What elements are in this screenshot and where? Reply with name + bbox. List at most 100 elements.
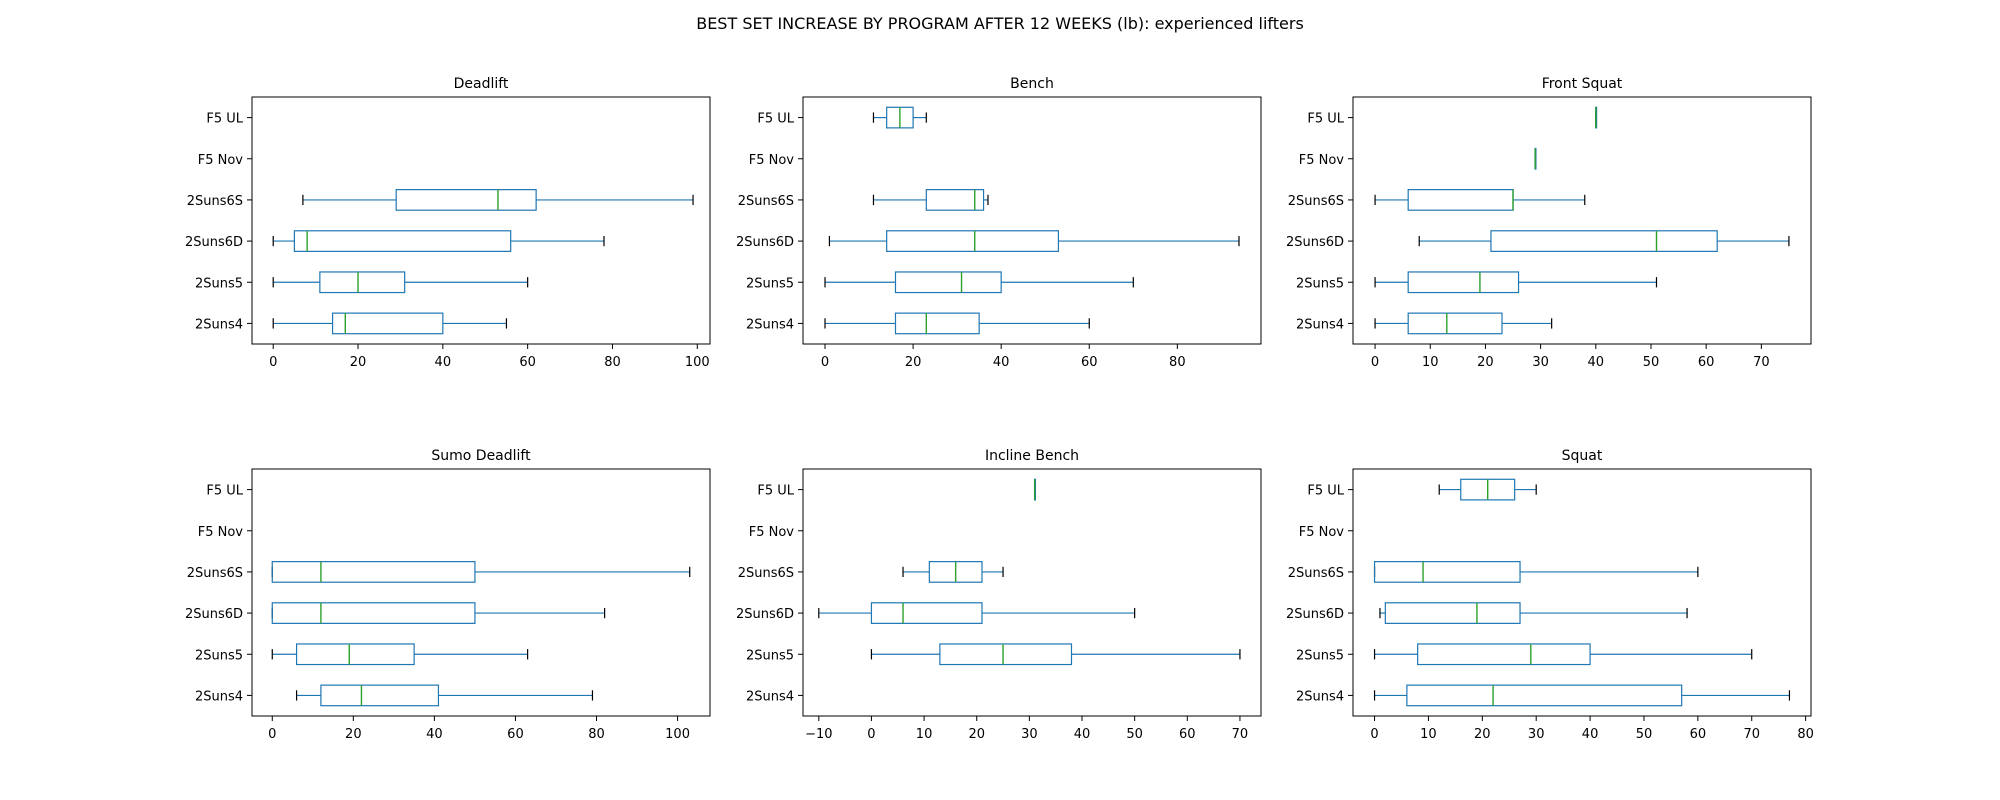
- y-tick-label: 2Suns6D: [1286, 235, 1344, 250]
- x-tick-label: 20: [905, 355, 922, 370]
- box-iqr: [320, 684, 440, 707]
- axes-frame: [802, 468, 1262, 717]
- y-tick-label: F5 UL: [206, 112, 243, 127]
- box-iqr: [293, 230, 512, 252]
- y-tick-label: 2Suns6D: [736, 607, 794, 622]
- x-tick-label: 40: [1588, 355, 1605, 370]
- subplot-front-squat: Front Squat 2Suns4 2Suns5 2Suns6D 2Suns6S F5 …: [1286, 76, 1812, 370]
- box-iqr: [1384, 602, 1521, 624]
- box-2suns4: [824, 312, 1090, 335]
- y-tick-label: F5 Nov: [198, 153, 244, 168]
- y-tick-label: 2Suns5: [195, 648, 243, 663]
- box-iqr: [319, 271, 406, 294]
- box-iqr: [295, 643, 415, 666]
- subplot-bench: Bench 2Suns4 2Suns5 2Suns6D 2Suns6S F5 Nov F5 …: [736, 76, 1262, 370]
- box-2suns6s: [902, 561, 1004, 583]
- y-tick-label: 2Suns6D: [1286, 607, 1344, 622]
- x-tick-label: 60: [507, 727, 524, 742]
- y-tick-label: F5 UL: [1307, 484, 1344, 499]
- y-tick-label: 2Suns4: [746, 689, 794, 704]
- subplot-title: Sumo Deadlift: [431, 448, 531, 464]
- axes-frame: [1352, 96, 1812, 345]
- box-iqr: [1407, 312, 1503, 335]
- x-tick-label: 80: [1797, 727, 1814, 742]
- box-2suns6d: [272, 230, 605, 252]
- subplot-incline-bench: Incline Bench 2Suns4 2Suns5 2Suns6D 2Suns6S F…: [736, 448, 1262, 742]
- box-2suns5: [870, 643, 1241, 666]
- x-tick-label: 80: [604, 355, 621, 370]
- x-tick-label: 40: [1074, 727, 1091, 742]
- axes-frame: [251, 468, 711, 717]
- x-tick-label: 70: [1753, 355, 1770, 370]
- x-tick-label: −10: [805, 727, 832, 742]
- axes-frame: [1352, 468, 1812, 717]
- box-iqr: [870, 602, 983, 624]
- box-iqr: [395, 189, 537, 211]
- box-2suns6s: [872, 189, 989, 211]
- y-tick-label: 2Suns6S: [738, 194, 794, 209]
- y-tick-label: 2Suns6S: [187, 566, 243, 581]
- y-tick-label: 2Suns5: [195, 276, 243, 291]
- box-f5-ul: [872, 106, 927, 129]
- x-tick-label: 40: [993, 355, 1010, 370]
- box-2suns5: [824, 271, 1134, 294]
- box-iqr: [331, 312, 444, 335]
- x-tick-label: 0: [268, 727, 276, 742]
- box-2suns4: [1374, 312, 1553, 335]
- x-tick-label: 50: [1643, 355, 1660, 370]
- y-tick-label: F5 Nov: [749, 153, 795, 168]
- x-tick-label: 20: [1477, 355, 1494, 370]
- x-tick-label: 40: [435, 355, 452, 370]
- y-tick-label: 2Suns4: [1296, 317, 1344, 332]
- box-iqr: [1406, 684, 1683, 707]
- box-2suns5: [272, 271, 529, 294]
- box-2suns4: [272, 312, 508, 335]
- figure-title: BEST SET INCREASE BY PROGRAM AFTER 12 WE…: [696, 14, 1304, 33]
- y-tick-label: F5 Nov: [1299, 153, 1345, 168]
- x-tick-label: 50: [1636, 727, 1653, 742]
- x-tick-label: 70: [1743, 727, 1760, 742]
- box-iqr: [1407, 271, 1520, 294]
- box-iqr: [1417, 643, 1591, 666]
- y-tick-label: 2Suns5: [746, 276, 794, 291]
- x-tick-label: 40: [1582, 727, 1599, 742]
- box-iqr: [1373, 561, 1521, 583]
- x-tick-label: 30: [1021, 727, 1038, 742]
- box-2suns5: [1374, 271, 1658, 294]
- x-tick-label: 20: [350, 355, 367, 370]
- subplot-squat: Squat 2Suns4 2Suns5 2Suns6D 2Suns6S F5 Nov F5 …: [1286, 448, 1814, 742]
- y-tick-label: F5 Nov: [198, 525, 244, 540]
- x-tick-label: 80: [1169, 355, 1186, 370]
- box-f5-ul: [1595, 106, 1598, 129]
- box-iqr: [894, 312, 980, 335]
- y-tick-label: 2Suns6S: [1288, 566, 1344, 581]
- box-f5-ul: [1033, 478, 1037, 501]
- axes-frame: [251, 96, 711, 345]
- x-tick-label: 0: [1370, 727, 1378, 742]
- box-iqr: [894, 271, 1002, 294]
- y-tick-label: 2Suns4: [195, 689, 243, 704]
- box-2suns6d: [1418, 230, 1790, 252]
- subplot-title: Bench: [1010, 76, 1054, 92]
- x-tick-label: 100: [665, 727, 690, 742]
- y-tick-label: F5 Nov: [1299, 525, 1345, 540]
- box-f5-ul: [1438, 478, 1537, 501]
- box-iqr: [1490, 230, 1718, 252]
- x-tick-label: 0: [821, 355, 829, 370]
- x-tick-label: 10: [1420, 727, 1437, 742]
- x-tick-label: 0: [867, 727, 875, 742]
- y-tick-label: F5 UL: [1307, 112, 1344, 127]
- x-tick-label: 60: [1179, 727, 1196, 742]
- subplot-title: Deadlift: [454, 76, 509, 92]
- y-tick-label: 2Suns6D: [736, 235, 794, 250]
- y-tick-label: 2Suns5: [746, 648, 794, 663]
- y-tick-label: 2Suns6D: [185, 607, 243, 622]
- box-iqr: [886, 230, 1060, 252]
- y-tick-label: 2Suns5: [1296, 276, 1344, 291]
- subplot-grid: Deadlift 2Suns4 2Suns5 2Suns6D 2Suns6S F5 Nov…: [185, 76, 1814, 742]
- y-tick-label: 2Suns4: [746, 317, 794, 332]
- box-2suns6d: [271, 602, 606, 624]
- box-2suns5: [271, 643, 529, 666]
- box-2suns4: [1373, 684, 1791, 707]
